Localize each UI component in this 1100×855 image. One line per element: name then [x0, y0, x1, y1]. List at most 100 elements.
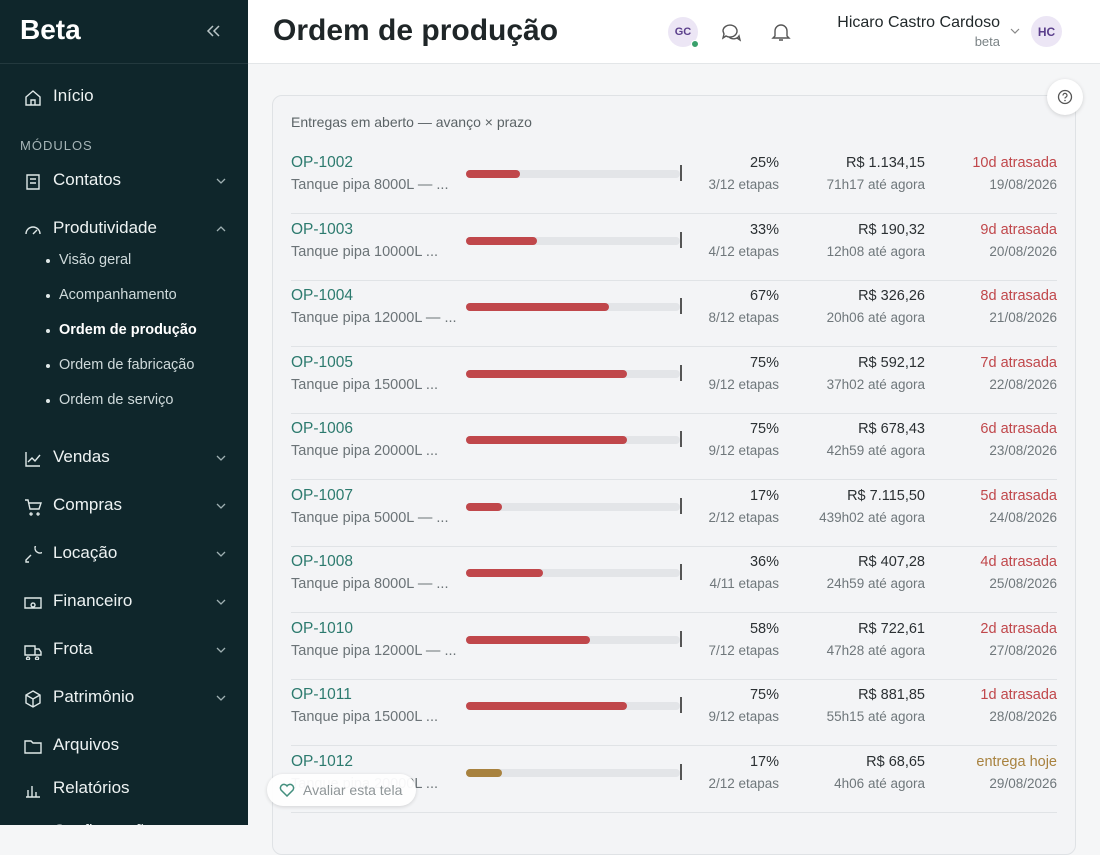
progress-track [466, 170, 680, 178]
due-date: 29/08/2026 [989, 775, 1057, 791]
order-id: OP-1008 [291, 553, 354, 570]
nav-chevron[interactable] [216, 454, 226, 462]
steps: 9/12 etapas [708, 376, 779, 392]
nav-chevron[interactable] [216, 550, 226, 558]
nav-icon [26, 786, 40, 798]
deadline-tick [680, 564, 682, 580]
order-id: OP-1011 [291, 686, 352, 703]
nav-subitem[interactable]: Ordem de serviço [59, 392, 174, 408]
deadline-tick [680, 165, 682, 181]
bell-icon[interactable] [771, 21, 791, 43]
progress-fill [466, 768, 503, 777]
order-id: OP-1007 [291, 486, 354, 504]
cost: R$ 326,26 [858, 288, 925, 304]
delivery-row[interactable]: OP-1004 Tanque pipa 12000L — ... 67% 8/12 e… [291, 281, 1057, 347]
elapsed: 4h06 até agora [834, 775, 925, 791]
user-avatar[interactable]: HC [1031, 16, 1062, 47]
nav-icon [25, 499, 42, 516]
feedback-button[interactable]: Avaliar esta tela [267, 774, 417, 806]
delivery-row[interactable]: OP-1012Tanque pipa 20000L ...17%2/12 eta… [291, 747, 1057, 813]
due-date: 22/08/2026 [989, 376, 1057, 392]
progress-fill [466, 702, 627, 710]
delivery-row[interactable]: OP-1008 Tanque pipa 8000L — ... 36% 4/11 et… [291, 547, 1057, 613]
nav-item[interactable]: Início [53, 86, 94, 105]
nav-subitem[interactable]: Ordem de fabricação [59, 357, 195, 373]
due-date: 20/08/2026 [989, 243, 1057, 259]
delivery-row[interactable]: OP-1002 Tanque pipa 8000L — ... 25% 3/12 et… [291, 148, 1057, 214]
progress-pct: 33% [749, 221, 779, 238]
nav-item[interactable]: Vendas [53, 447, 110, 466]
progress-fill [466, 569, 544, 577]
product: Tanque pipa 15000L ... [291, 376, 439, 393]
nav-bullet [46, 399, 50, 403]
user-menu-chevron[interactable] [1010, 27, 1020, 35]
nav-item[interactable]: Relatórios [53, 778, 130, 797]
progress-fill [466, 436, 627, 444]
delivery-row[interactable]: OP-1005 Tanque pipa 15000L ... 75% 9/12 eta… [291, 348, 1057, 414]
avatar[interactable]: GC [668, 17, 698, 47]
status: 9d atrasada [980, 221, 1057, 238]
nav-subitem[interactable]: Acompanhamento [59, 287, 177, 303]
product: Tanque pipa 8000L — ... [291, 576, 449, 592]
steps: 4/11 etapas [709, 576, 779, 591]
nav-item[interactable]: Compras [53, 495, 122, 514]
delivery-row[interactable]: OP-1003 Tanque pipa 10000L ... 33% 4/12 eta… [291, 215, 1057, 281]
due-date: 24/08/2026 [989, 509, 1057, 525]
deadline-tick [680, 431, 682, 447]
deadline-tick [680, 298, 682, 314]
cost: R$ 592,12 [858, 354, 925, 371]
nav-item[interactable]: Produtividade [53, 218, 157, 237]
nav-bullet [46, 364, 50, 368]
nav-chevron[interactable] [216, 694, 226, 702]
steps: 3/12 etapas [708, 177, 779, 192]
nav-item[interactable]: Frota [53, 639, 93, 658]
status: entrega hoje [976, 753, 1057, 770]
collapse-button[interactable] [205, 23, 221, 39]
due-date: 21/08/2026 [989, 310, 1057, 325]
nav-subitem[interactable]: Ordem de produção [59, 322, 197, 338]
due-date: 25/08/2026 [989, 576, 1057, 591]
elapsed: 71h17 até agora [826, 177, 925, 192]
nav-item[interactable]: Configurações [53, 821, 163, 825]
user-name: Hicaro Castro Cardoso [837, 14, 1000, 31]
nav-chevron[interactable] [216, 177, 226, 185]
status: 5d atrasada [980, 487, 1057, 504]
cost: R$ 1.134,15 [845, 155, 925, 171]
nav-item[interactable]: Financeiro [53, 591, 133, 610]
steps: 9/12 etapas [708, 709, 779, 724]
nav-item[interactable]: Locação [53, 543, 118, 562]
progress-pct: 25% [749, 155, 779, 171]
steps: 2/12 etapas [708, 775, 779, 791]
nav-icon [24, 740, 42, 754]
nav-bullet [46, 329, 50, 333]
nav-item[interactable]: Contatos [53, 170, 122, 189]
order-id: OP-1005 [291, 353, 354, 371]
delivery-row[interactable]: OP-1007 Tanque pipa 5000L — ... 17% 2/12 et… [291, 481, 1057, 547]
delivery-row[interactable]: OP-1011 Tanque pipa 15000L ... 75% 9/12 eta… [291, 680, 1057, 746]
due-date: 27/08/2026 [989, 642, 1057, 658]
progress-track [466, 303, 680, 311]
order-id: OP-1006 [291, 420, 354, 437]
product: Tanque pipa 8000L — ... [291, 177, 449, 193]
help-button[interactable] [1047, 79, 1083, 115]
status: 1d atrasada [980, 687, 1057, 703]
header: Ordem de produção GC Hicaro Castro Cardo… [248, 0, 1100, 64]
progress-fill [466, 303, 610, 311]
chat-icon[interactable] [720, 21, 742, 43]
nav-item[interactable]: Arquivos [53, 735, 120, 754]
product: Tanque pipa 12000L — ... [291, 310, 457, 326]
progress-fill [466, 170, 520, 178]
nav-chevron[interactable] [216, 225, 226, 233]
nav-chevron[interactable] [216, 646, 226, 654]
progress-track [466, 502, 680, 511]
progress-pct: 67% [749, 288, 779, 304]
progress-pct: 17% [749, 753, 779, 770]
nav-chevron[interactable] [216, 598, 226, 606]
delivery-row[interactable]: OP-1010 Tanque pipa 12000L — ... 58% 7/12 e… [291, 614, 1057, 680]
nav-subitem[interactable]: Visão geral [59, 252, 132, 268]
nav-chevron[interactable] [216, 502, 226, 510]
progress-track [466, 768, 680, 777]
nav-item[interactable]: Patrimônio [53, 687, 135, 706]
delivery-row[interactable]: OP-1006 Tanque pipa 20000L ... 75% 9/12 eta… [291, 414, 1057, 480]
brand: Beta [20, 14, 81, 45]
